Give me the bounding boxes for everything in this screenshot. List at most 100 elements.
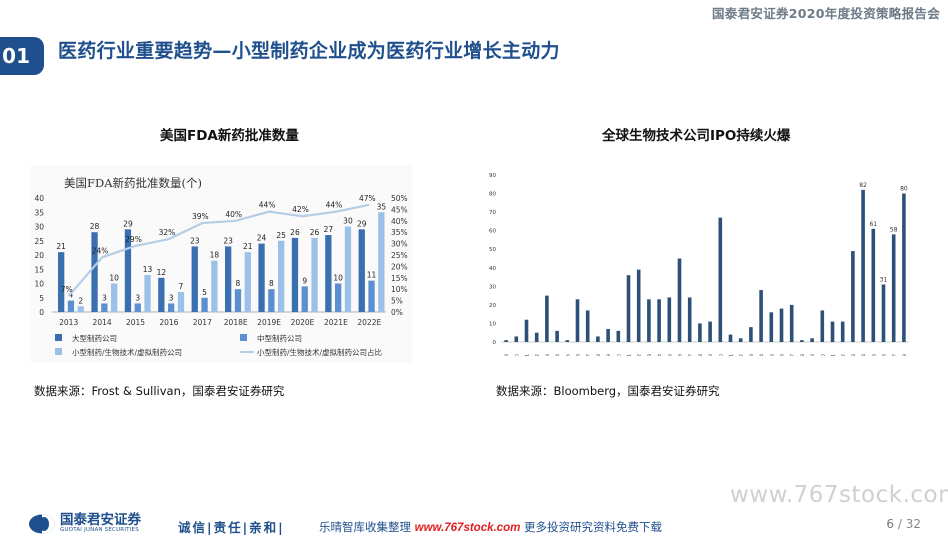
bar-value-label: 80 [900, 186, 908, 193]
x-tick-label: 2010 [820, 354, 826, 356]
bar-value-label: 27 [324, 225, 334, 234]
bar-value-label: 35 [377, 202, 387, 211]
x-tick-label: 2017 [193, 318, 212, 327]
brand-name-en: GUOTAI JUNAN SECURITIES [60, 527, 139, 533]
bar [606, 329, 610, 342]
bar-value-label: 82 [859, 182, 867, 189]
x-tick-label: 2018E [224, 318, 248, 327]
page-total: 32 [905, 517, 921, 531]
x-tick-label: 2015 [871, 354, 877, 356]
y-tick-label: 90 [489, 173, 496, 179]
bar [311, 237, 318, 312]
report-title: 国泰君安证券2020年度投资策略报告会 [712, 6, 940, 21]
bar [144, 274, 151, 312]
bar [626, 275, 631, 342]
x-tick-label: 2018 [902, 354, 908, 356]
bar-value-label: 2 [78, 296, 83, 305]
x-tick-label: 2014 [861, 354, 867, 356]
y-tick-label: 35 [34, 208, 44, 217]
bar [677, 258, 682, 342]
page-current: 6 [886, 517, 895, 531]
bar [881, 284, 886, 342]
bar [728, 334, 733, 342]
y-tick-label: 10 [489, 321, 496, 327]
bar [840, 321, 845, 342]
bar [244, 252, 251, 312]
bar [514, 336, 519, 342]
biotech-ipo-svg: 0 10 20 30 40 50 60 70 80 90 1979 1980 1981 1982 1983 1… [489, 173, 909, 365]
bar [225, 246, 232, 312]
bar [596, 336, 600, 342]
line-value-label: 47% [359, 194, 376, 203]
right-chart-source: 数据来源：Bloomberg，国泰君安证券研究 [496, 384, 720, 398]
y-tick-label: 20 [489, 303, 496, 309]
bar [738, 338, 743, 342]
bar-value-label: 30 [343, 217, 353, 226]
line-value-label: 7% [61, 285, 73, 294]
bar-value-label: 21 [56, 242, 66, 251]
bar-value-label: 8 [269, 279, 274, 288]
legend-swatch [55, 348, 62, 355]
bar-value-label: 13 [143, 265, 153, 274]
x-tick-label: 1987 [586, 354, 592, 356]
section-number-badge: 01 [0, 37, 44, 75]
bar [759, 290, 763, 342]
y2-tick-label: 35% [391, 228, 408, 237]
bar [368, 280, 375, 312]
bar [891, 234, 896, 342]
y2-tick-label: 40% [391, 217, 408, 226]
bar-value-label: 12 [157, 268, 167, 277]
bar-value-label: 31 [880, 276, 888, 283]
x-tick-label: 2003 [749, 354, 755, 356]
bar [77, 306, 84, 312]
x-tick-label: 2013 [851, 354, 857, 356]
y-tick-label: 0 [493, 340, 497, 346]
bar [667, 297, 672, 342]
bar [545, 295, 549, 342]
y-tick-label: 10 [34, 280, 44, 289]
x-tick-label: 2000 [718, 354, 724, 356]
bar-value-label: 3 [169, 293, 174, 302]
bar-value-label: 9 [302, 276, 307, 285]
x-tick-label: 1994 [657, 354, 663, 356]
x-tick-label: 1982 [535, 354, 541, 356]
x-tick-label: 2019E [257, 318, 281, 327]
bar-value-label: 11 [367, 271, 377, 280]
bar [301, 286, 308, 312]
ad-url-link[interactable]: www.767stock.com [414, 522, 521, 534]
bar [134, 303, 141, 312]
x-tick-label: 2020E [291, 318, 315, 327]
x-tick-label: 2011 [831, 354, 837, 356]
y-tick-label: 5 [39, 294, 44, 303]
bar-value-label: 61 [869, 221, 877, 228]
y2-tick-label: 15% [391, 274, 408, 283]
legend-label: 小型制药/生物技术/虚拟制药公司占比 [257, 347, 383, 357]
footer-logo: 国泰君安证券 GUOTAI JUNAN SECURITIES [28, 513, 141, 534]
y2-tick-label: 10% [391, 285, 408, 294]
bar [504, 340, 508, 342]
x-tick-label: 2016 [882, 354, 888, 356]
y-tick-label: 50 [489, 247, 496, 253]
x-tick-label: 2013 [59, 318, 78, 327]
bar [871, 228, 876, 342]
footer-motto: 诚信|责任|亲和| [178, 520, 285, 535]
x-tick-label: 1990 [616, 354, 622, 356]
legend-swatch [240, 334, 247, 341]
x-tick-label: 2006 [780, 354, 786, 356]
chart-title: 美国FDA新药批准数量(个) [64, 176, 202, 190]
bar-value-label: 4 [69, 291, 74, 300]
x-tick-label: 1980 [514, 354, 520, 356]
bar [358, 229, 365, 312]
bar [708, 321, 712, 342]
bar-value-label: 10 [333, 274, 343, 283]
legend-swatch [55, 334, 62, 341]
bar-value-label: 7 [179, 282, 184, 291]
bar [861, 189, 865, 342]
line-value-label: 32% [159, 228, 176, 237]
bar [902, 193, 906, 342]
x-tick-label: 1997 [688, 354, 694, 356]
x-tick-label: 1992 [637, 354, 643, 356]
y2-tick-label: 20% [391, 262, 408, 271]
y-tick-label: 60 [489, 229, 496, 235]
bar [158, 277, 165, 312]
